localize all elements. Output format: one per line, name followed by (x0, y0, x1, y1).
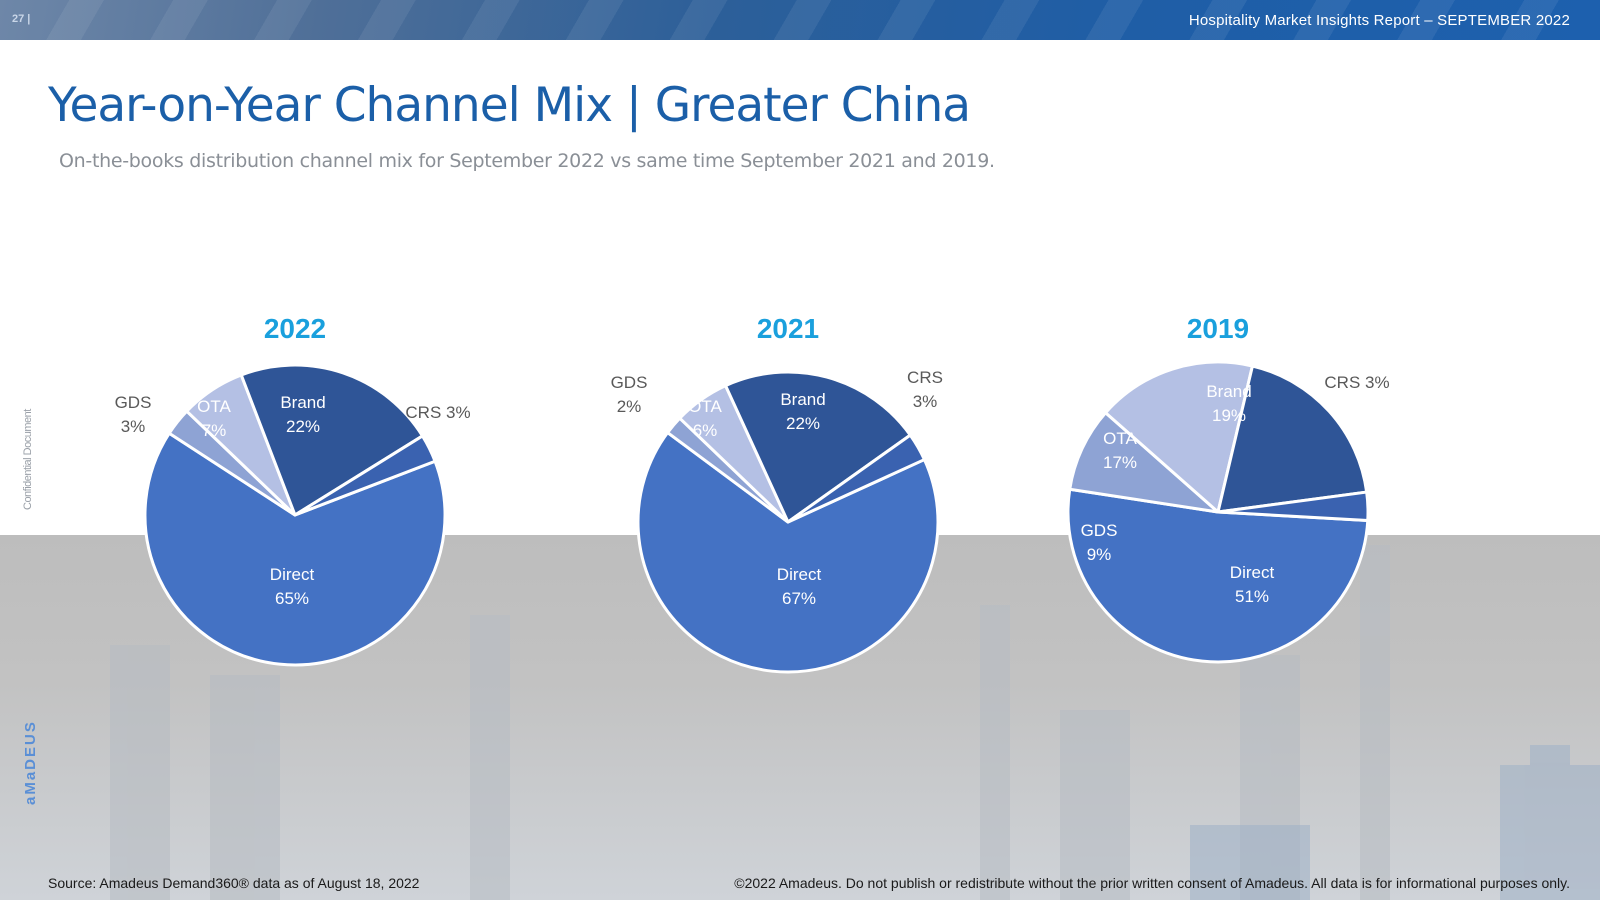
pie-2019: 2019 Direct 51% GDS 9% OTA 17% Brand 19% CRS 3% (1066, 313, 1390, 664)
pie-label-direct-2022: Direct (270, 565, 315, 584)
pie-value-ota-2022: 7% (202, 421, 227, 440)
pie-title-2022: 2022 (264, 313, 326, 344)
pie-label-ota-2021: OTA (688, 397, 722, 416)
pie-title-2021: 2021 (757, 313, 819, 344)
pie-value-brand-2021: 22% (786, 414, 820, 433)
copyright-note: ©2022 Amadeus. Do not publish or redistr… (734, 875, 1570, 891)
pie-value-crs-2021: 3% (913, 392, 938, 411)
pie-label-ota-2022: OTA (197, 397, 231, 416)
header-bar: 27 | Hospitality Market Insights Report … (0, 0, 1600, 40)
pie-value-ota-2021: 6% (693, 421, 718, 440)
pie-title-2019: 2019 (1187, 313, 1249, 344)
pie-label-brand-2021: Brand (780, 390, 825, 409)
page-subtitle: On-the-books distribution channel mix fo… (59, 150, 995, 172)
pie-value-brand-2019: 19% (1212, 406, 1246, 425)
page-title: Year-on-Year Channel Mix | Greater China (48, 78, 971, 133)
pie-value-gds-2019: 9% (1087, 545, 1112, 564)
pie-label-gds-2019: GDS (1081, 521, 1118, 540)
pie-2021: 2021 Direct 67% GDS 2% OTA 6% Brand 22% CRS 3% (611, 313, 943, 674)
pie-slice-direct-2021 (636, 431, 940, 674)
pie-slice-brand-2021 (724, 370, 912, 524)
pie-slice-ota-2019 (1104, 360, 1254, 514)
pie-value-direct-2021: 67% (782, 589, 816, 608)
pie-label-direct-2019: Direct (1230, 563, 1275, 582)
pie-value-gds-2021: 2% (617, 397, 642, 416)
pie-label-crs-2019: CRS 3% (1324, 373, 1389, 392)
pie-label-crs-2022: CRS 3% (405, 403, 470, 422)
pie-slice-brand-2022 (239, 363, 424, 517)
pie-value-gds-2022: 3% (121, 417, 146, 436)
pie-slice-gds-2019 (1068, 411, 1220, 514)
source-note: Source: Amadeus Demand360® data as of Au… (48, 875, 420, 891)
pie-label-crs-2021: CRS (907, 368, 943, 387)
page-number: 27 | (12, 13, 31, 25)
pie-slice-crs-2019 (1216, 490, 1370, 523)
pie-label-gds-2022: GDS (115, 393, 152, 412)
pie-label-gds-2021: GDS (611, 373, 648, 392)
pie-slice-brand-2019 (1216, 364, 1369, 514)
pie-slice-direct-2022 (143, 431, 447, 667)
pie-label-brand-2019: Brand (1206, 382, 1251, 401)
pie-label-direct-2021: Direct (777, 565, 822, 584)
report-title: Hospitality Market Insights Report – SEP… (1188, 12, 1570, 29)
pie-label-ota-2019: OTA (1103, 429, 1137, 448)
header-texture (0, 0, 1600, 40)
city-skyline-decoration (110, 545, 1600, 900)
pie-slice-crs-2021 (786, 433, 926, 524)
pie-label-brand-2022: Brand (280, 393, 325, 412)
pie-slice-direct-2019 (1066, 487, 1370, 664)
pie-value-ota-2019: 17% (1103, 453, 1137, 472)
pie-slice-crs-2022 (293, 434, 437, 517)
pie-value-brand-2022: 22% (286, 417, 320, 436)
pie-value-direct-2019: 51% (1235, 587, 1269, 606)
pie-2022: 2022 Direct 65% GDS 3% OTA 7% Brand 22% CRS 3% (115, 313, 471, 667)
pie-value-direct-2022: 65% (275, 589, 309, 608)
